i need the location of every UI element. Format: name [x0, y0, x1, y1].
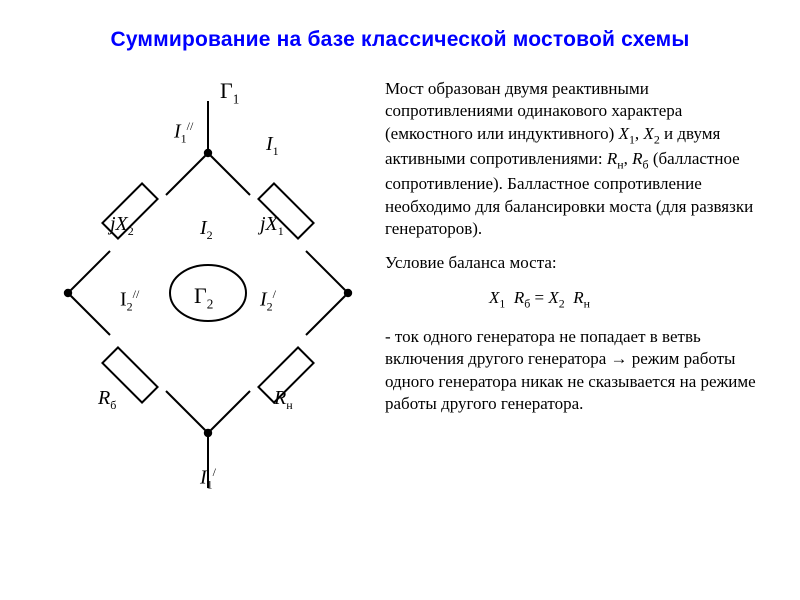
- left-column: Г1 I1// I1 jX2 I2 jX1 I2// Г2 I2/ Rб Rн …: [38, 78, 383, 508]
- page-title: Суммирование на базе классической мостов…: [38, 28, 762, 52]
- label-g2: Г2: [194, 285, 213, 311]
- label-rb: Rб: [98, 388, 116, 411]
- balance-formula: X1 Rб = X2 Rн: [385, 287, 762, 312]
- label-jx1: jX1: [260, 214, 284, 237]
- label-rn: Rн: [274, 388, 293, 411]
- label-i1pp: I1//: [174, 120, 193, 145]
- columns: Г1 I1// I1 jX2 I2 jX1 I2// Г2 I2/ Rб Rн …: [38, 78, 762, 508]
- label-i2p: I2/: [260, 288, 276, 313]
- label-i1p: I1/: [200, 466, 216, 491]
- page: Суммирование на базе классической мостов…: [0, 0, 800, 600]
- paragraph-1: Мост образован двумя реактивными сопроти…: [385, 78, 762, 240]
- right-column: Мост образован двумя реактивными сопроти…: [383, 78, 762, 428]
- label-g1: Г1: [220, 80, 239, 106]
- label-i2pp: I2//: [120, 288, 139, 313]
- label-i1: I1: [266, 134, 279, 157]
- label-i2: I2: [200, 218, 213, 241]
- label-jx2: jX2: [110, 214, 134, 237]
- bridge-diagram: Г1 I1// I1 jX2 I2 jX1 I2// Г2 I2/ Rб Rн …: [38, 78, 378, 508]
- paragraph-3: - ток одного генератора не попадает в ве…: [385, 326, 762, 416]
- paragraph-2: Условие баланса моста:: [385, 252, 762, 274]
